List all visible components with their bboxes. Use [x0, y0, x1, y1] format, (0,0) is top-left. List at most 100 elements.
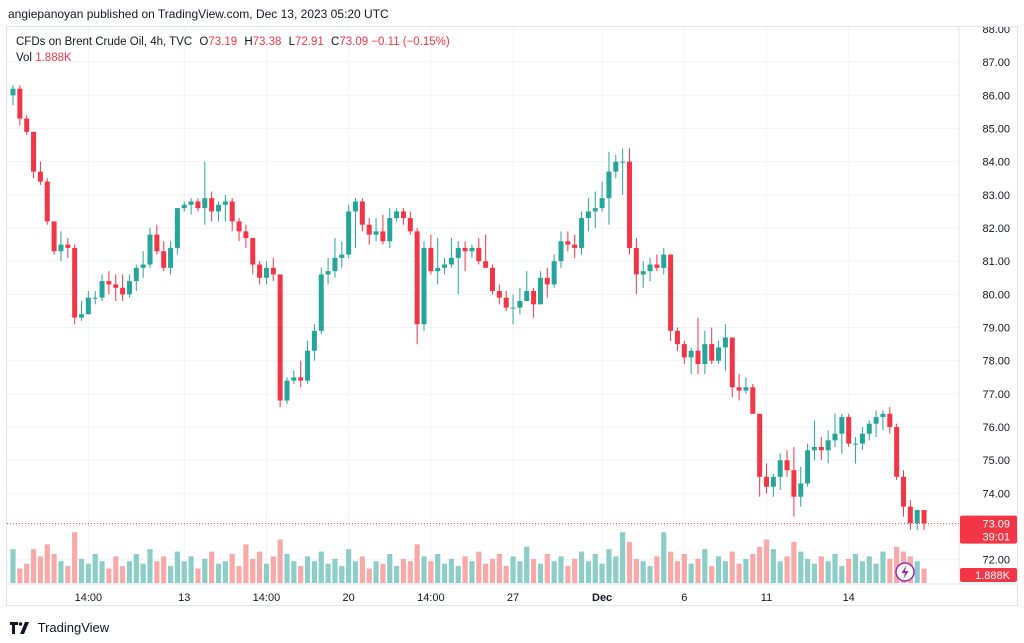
y-tick-label: 83.00 [982, 190, 1010, 202]
volume-bar [887, 558, 893, 583]
legend-change-value: −0.11 (−0.15%) [371, 36, 450, 48]
candle-body [805, 450, 811, 484]
price-chart[interactable]: 88.00 87.00 86.00 85.00 84.00 83.00 82.00 81.00… [7, 27, 1017, 605]
volume-bar [188, 556, 194, 583]
candle-body [400, 211, 406, 219]
last-price-tag [960, 515, 1017, 544]
volume-bar [517, 561, 523, 583]
volume-bar [866, 556, 872, 583]
volume-bar [715, 556, 722, 583]
y-tick-label: 74.00 [982, 488, 1010, 500]
candle-body [496, 291, 502, 298]
candle-body [729, 337, 735, 388]
last-volume-value: 1.888K [975, 570, 1011, 582]
candle-body [359, 201, 365, 225]
volume-bar [380, 563, 386, 583]
volume-bar [215, 563, 222, 583]
candle-body [791, 470, 797, 497]
candle-body [483, 261, 489, 268]
volume-bar [674, 561, 681, 583]
x-tick-label: 27 [507, 592, 519, 604]
volume-bar [688, 563, 694, 583]
chart-legend: CFDs on Brent Crude Oil, 4h, TVC O73.19 … [16, 34, 450, 66]
volume-bar [339, 566, 345, 583]
volume-bar [359, 556, 365, 583]
candle-body [606, 171, 612, 199]
volume-bar [914, 561, 920, 583]
candle-body [736, 387, 742, 391]
volume-bar [681, 554, 687, 583]
volume-bar [647, 566, 653, 583]
volume-bar [695, 558, 701, 583]
volume-bar [120, 566, 126, 583]
candle-body [270, 267, 276, 275]
volume-bar [524, 546, 530, 583]
volume-bar [558, 556, 564, 583]
volume-bar [503, 566, 509, 583]
candle-body [613, 161, 619, 172]
candle-body [777, 460, 783, 477]
candle-body [716, 347, 722, 361]
legend-open-value: 73.19 [208, 36, 238, 48]
lightning-icon [901, 565, 909, 579]
candle-body [92, 297, 98, 299]
volume-bar [894, 546, 900, 583]
volume-bar [551, 561, 557, 583]
candle-body [572, 244, 578, 248]
volume-bar [743, 558, 749, 583]
volume-bar [798, 551, 804, 583]
candle-body [291, 377, 297, 381]
volume-bar [407, 561, 413, 583]
candle-body [298, 377, 304, 381]
candle-body [311, 330, 317, 351]
candle-body [250, 237, 256, 265]
volume-bar [496, 554, 502, 583]
footer-brand[interactable]: TradingView [10, 619, 109, 637]
volume-bar [791, 541, 797, 583]
y-tick-label: 75.00 [982, 455, 1010, 467]
candle-body [414, 231, 420, 325]
y-tick-label: 82.00 [982, 223, 1010, 235]
candle-body [181, 204, 187, 209]
volume-bar [209, 551, 215, 583]
legend-high-label: H [244, 36, 253, 48]
volume-bar [85, 563, 91, 583]
candle-body [524, 291, 530, 301]
candle-body [161, 251, 167, 268]
candle-body [681, 344, 687, 358]
volume-bar [880, 551, 886, 583]
volume-bar [195, 568, 201, 583]
volume-bar [400, 558, 407, 583]
candle-body [668, 254, 674, 331]
legend-close-value: 73.09 [339, 36, 369, 48]
candle-body [811, 446, 817, 451]
candle-body [853, 443, 859, 445]
candle-body [428, 247, 434, 272]
volume-bar [846, 558, 852, 583]
candle-body [921, 509, 927, 524]
chart-frame[interactable]: 88.00 87.00 86.00 85.00 84.00 83.00 82.00 81.00… [6, 26, 1018, 606]
volume-bar [30, 549, 37, 583]
volume-bar [106, 568, 112, 583]
volume-bar [346, 549, 352, 583]
volume-bar [366, 568, 372, 583]
candle-body [579, 218, 585, 248]
candle-body [859, 433, 865, 444]
candle-body [113, 284, 119, 288]
volume-bar [620, 532, 626, 583]
candle-body [263, 267, 269, 278]
volume-bar [818, 556, 824, 583]
candle-body [421, 247, 427, 325]
volume-bar [304, 556, 311, 583]
x-tick-label: 14:00 [417, 592, 445, 604]
candle-body [476, 247, 482, 262]
candle-body [229, 201, 235, 222]
candle-body [85, 297, 91, 315]
candle-body [65, 244, 71, 248]
candle-body [216, 204, 221, 212]
last-price-countdown: 39:01 [982, 532, 1010, 544]
candle-body [147, 234, 153, 265]
volume-bar [729, 551, 735, 583]
volume-bar [784, 556, 790, 583]
candle-body [79, 314, 84, 318]
